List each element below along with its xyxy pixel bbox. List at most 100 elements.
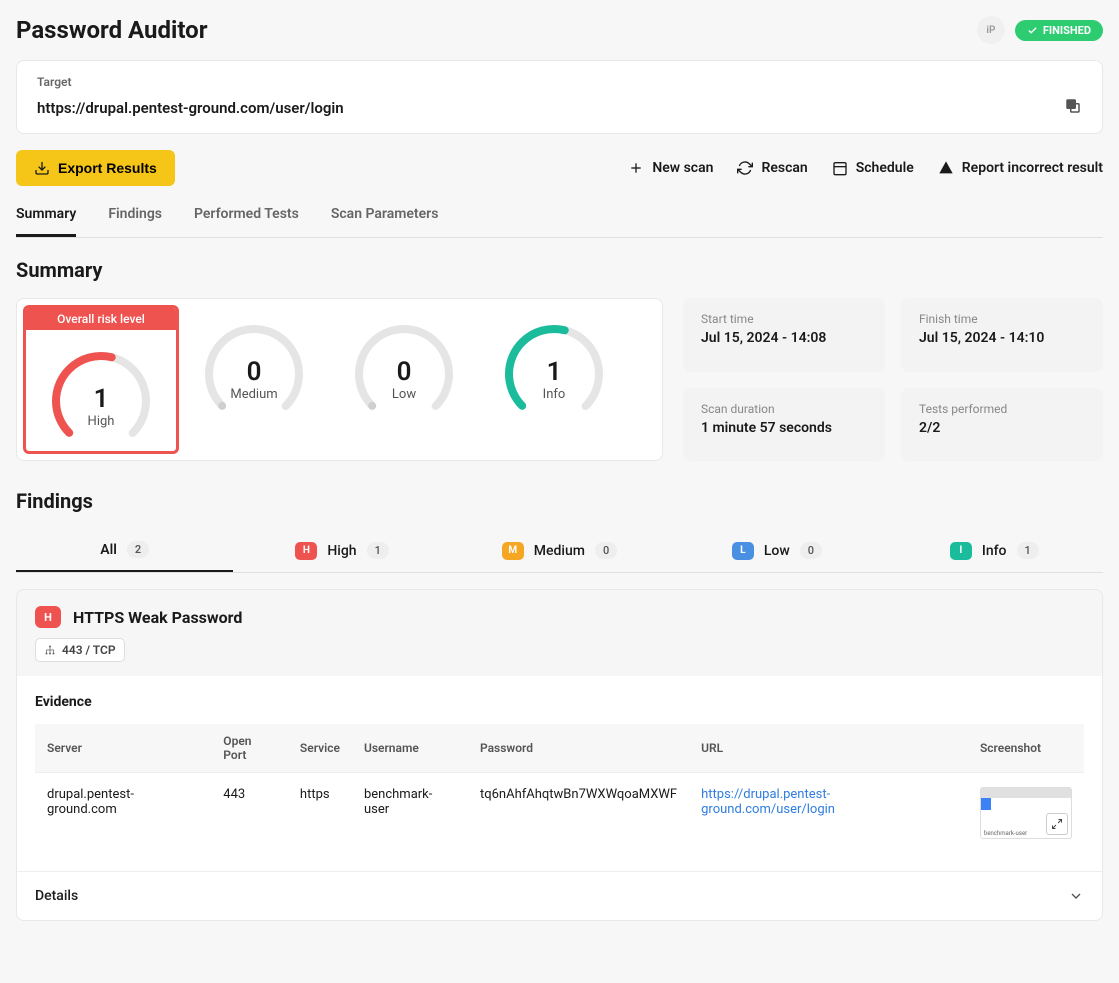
duration-label: Scan duration bbox=[701, 402, 867, 416]
rescan-label: Rescan bbox=[761, 160, 807, 176]
col-username: Username bbox=[352, 724, 468, 773]
findings-heading: Findings bbox=[16, 489, 1103, 513]
schedule-button[interactable]: Schedule bbox=[832, 160, 914, 176]
target-url: https://drupal.pentest-ground.com/user/l… bbox=[37, 99, 344, 117]
tests-value: 2/2 bbox=[919, 420, 1085, 436]
tab-scan-parameters[interactable]: Scan Parameters bbox=[331, 194, 439, 237]
duration-card: Scan duration 1 minute 57 seconds bbox=[683, 388, 885, 462]
new-scan-button[interactable]: New scan bbox=[628, 160, 713, 176]
filter-count: 1 bbox=[367, 542, 389, 559]
start-time-value: Jul 15, 2024 - 14:08 bbox=[701, 330, 867, 346]
severity-icon: I bbox=[950, 542, 972, 560]
rescan-button[interactable]: Rescan bbox=[737, 160, 807, 176]
start-time-label: Start time bbox=[701, 312, 867, 326]
port-label: 443 / TCP bbox=[62, 643, 116, 657]
filter-count: 0 bbox=[595, 542, 617, 559]
gauge-count: 0 bbox=[349, 357, 459, 387]
filter-label: High bbox=[327, 543, 356, 559]
finish-time-label: Finish time bbox=[919, 312, 1085, 326]
new-scan-label: New scan bbox=[652, 160, 713, 176]
summary-heading: Summary bbox=[16, 258, 1103, 282]
ip-badge[interactable]: iP bbox=[977, 16, 1005, 44]
refresh-icon bbox=[737, 160, 753, 176]
status-badge: FINISHED bbox=[1015, 20, 1103, 41]
expand-icon[interactable] bbox=[1046, 813, 1068, 835]
severity-icon: L bbox=[732, 542, 754, 560]
cell-password: tq6nAhfAhqtwBn7WXWqoaMXWF bbox=[468, 773, 689, 854]
filter-label: Low bbox=[764, 543, 790, 559]
tab-findings[interactable]: Findings bbox=[108, 194, 162, 237]
tab-summary[interactable]: Summary bbox=[16, 194, 76, 237]
filter-count: 0 bbox=[800, 542, 822, 559]
download-icon bbox=[34, 160, 50, 176]
tab-performed-tests[interactable]: Performed Tests bbox=[194, 194, 299, 237]
severity-icon: M bbox=[502, 542, 524, 560]
target-card: Target https://drupal.pentest-ground.com… bbox=[16, 60, 1103, 134]
table-row: drupal.pentest-ground.com 443 https benc… bbox=[35, 773, 1084, 854]
filter-tab-high[interactable]: H High 1 bbox=[233, 529, 450, 572]
cell-server: drupal.pentest-ground.com bbox=[35, 773, 211, 854]
network-icon bbox=[44, 644, 56, 656]
col-url: URL bbox=[689, 724, 968, 773]
gauge-info: 1 Info bbox=[479, 305, 629, 454]
report-button[interactable]: Report incorrect result bbox=[938, 160, 1103, 176]
duration-value: 1 minute 57 seconds bbox=[701, 420, 867, 436]
gauge-low: 0 Low bbox=[329, 305, 479, 454]
main-tabs: Summary Findings Performed Tests Scan Pa… bbox=[16, 194, 1103, 238]
cell-url-link[interactable]: https://drupal.pentest-ground.com/user/l… bbox=[701, 787, 835, 817]
gauge-label: Low bbox=[349, 387, 459, 402]
filter-tab-info[interactable]: I Info 1 bbox=[886, 529, 1103, 572]
gauge-high: 1 High bbox=[26, 332, 176, 451]
warning-icon bbox=[938, 160, 954, 176]
filter-tabs: All 2 H High 1 M Medium 0 L Low 0 I Info 1 bbox=[16, 529, 1103, 573]
col-screenshot: Screenshot bbox=[968, 724, 1084, 773]
calendar-icon bbox=[832, 160, 848, 176]
filter-label: Info bbox=[982, 543, 1007, 559]
col-open-port: Open Port bbox=[211, 724, 288, 773]
col-server: Server bbox=[35, 724, 211, 773]
details-label: Details bbox=[35, 888, 78, 904]
finding-card: H HTTPS Weak Password 443 / TCP Evidence… bbox=[16, 589, 1103, 921]
details-toggle[interactable]: Details bbox=[17, 871, 1102, 920]
filter-label: All bbox=[100, 542, 117, 558]
filter-label: Medium bbox=[534, 543, 585, 559]
copy-icon[interactable] bbox=[1064, 97, 1082, 119]
schedule-label: Schedule bbox=[856, 160, 914, 176]
plus-icon bbox=[628, 160, 644, 176]
screenshot-thumb[interactable]: benchmark-user bbox=[980, 787, 1072, 839]
filter-count: 1 bbox=[1017, 542, 1039, 559]
finding-title: HTTPS Weak Password bbox=[73, 608, 242, 627]
port-chip: 443 / TCP bbox=[35, 638, 125, 662]
cell-port: 443 bbox=[211, 773, 288, 854]
finish-time-card: Finish time Jul 15, 2024 - 14:10 bbox=[901, 298, 1103, 372]
check-icon bbox=[1027, 25, 1038, 36]
start-time-card: Start time Jul 15, 2024 - 14:08 bbox=[683, 298, 885, 372]
cell-service: https bbox=[288, 773, 352, 854]
severity-icon: H bbox=[295, 542, 317, 560]
gauge-count: 1 bbox=[46, 384, 156, 414]
filter-tab-low[interactable]: L Low 0 bbox=[668, 529, 885, 572]
filter-tab-medium[interactable]: M Medium 0 bbox=[451, 529, 668, 572]
gauge-count: 1 bbox=[499, 357, 609, 387]
page-title: Password Auditor bbox=[16, 16, 208, 44]
evidence-table: ServerOpen PortServiceUsernamePasswordUR… bbox=[35, 724, 1084, 853]
gauge-label: High bbox=[46, 414, 156, 429]
finish-time-value: Jul 15, 2024 - 14:10 bbox=[919, 330, 1085, 346]
col-service: Service bbox=[288, 724, 352, 773]
gauges-card: Overall risk level 1 High 0 Medium 0 Low bbox=[16, 298, 663, 461]
export-button[interactable]: Export Results bbox=[16, 150, 175, 186]
status-text: FINISHED bbox=[1043, 24, 1091, 37]
filter-tab-all[interactable]: All 2 bbox=[16, 529, 233, 572]
filter-count: 2 bbox=[127, 541, 149, 558]
risk-level-label: Overall risk level bbox=[26, 308, 176, 330]
tests-card: Tests performed 2/2 bbox=[901, 388, 1103, 462]
screenshot-label: benchmark-user bbox=[984, 830, 1027, 837]
gauge-count: 0 bbox=[199, 357, 309, 387]
severity-badge-high: H bbox=[35, 606, 61, 628]
chevron-down-icon bbox=[1068, 888, 1084, 904]
gauge-label: Medium bbox=[199, 387, 309, 402]
gauge-medium: 0 Medium bbox=[179, 305, 329, 454]
col-password: Password bbox=[468, 724, 689, 773]
export-label: Export Results bbox=[58, 160, 157, 176]
report-label: Report incorrect result bbox=[962, 160, 1103, 176]
